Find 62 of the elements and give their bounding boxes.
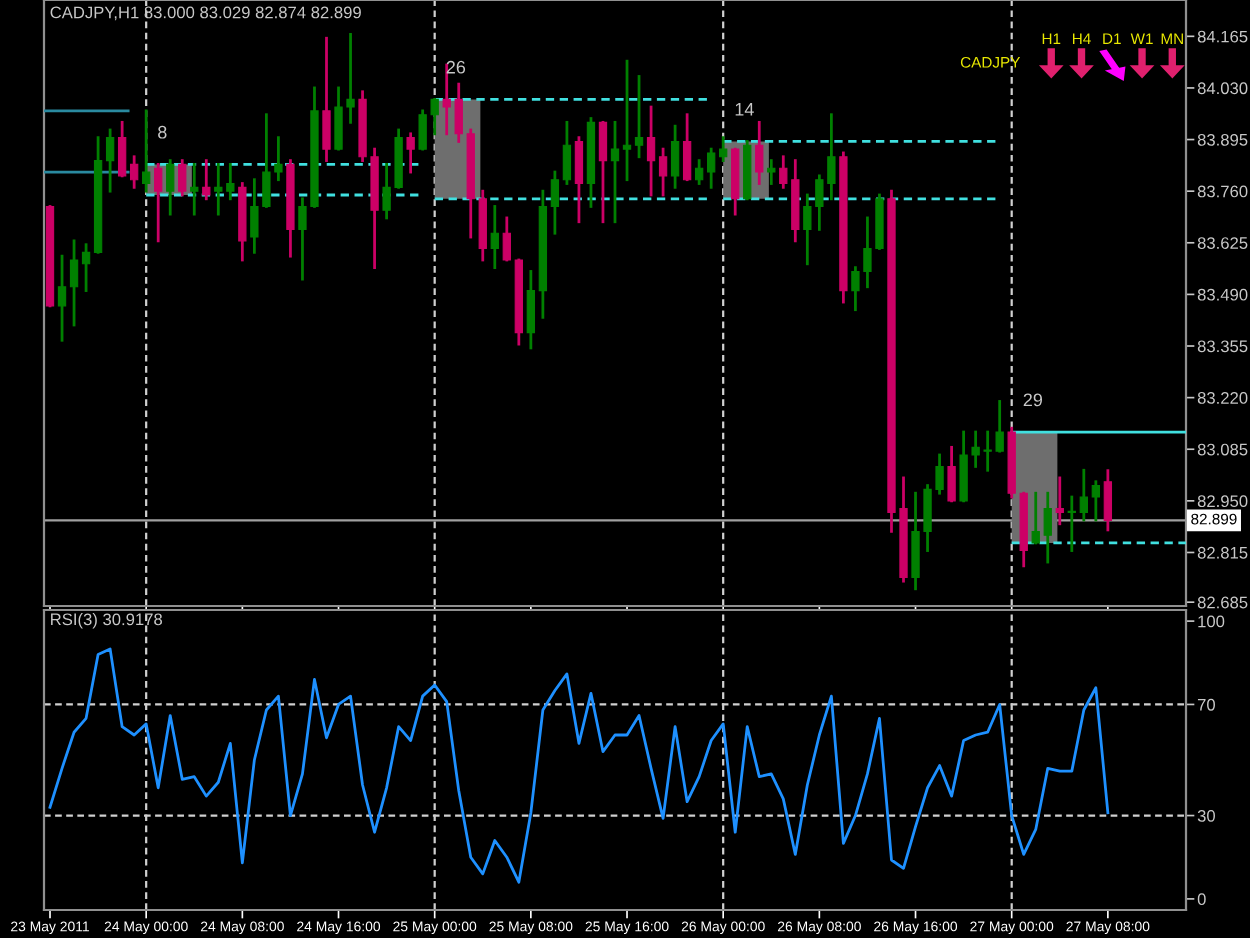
y-tick-label: 83.085 (1197, 443, 1248, 456)
candlestick (1055, 476, 1064, 526)
candlestick (622, 59, 632, 182)
candlestick (117, 120, 127, 178)
y-tick-label: 83.490 (1197, 288, 1248, 301)
candlestick (526, 270, 536, 350)
candlestick (1103, 469, 1113, 532)
candlestick (322, 36, 331, 162)
candlestick (178, 159, 187, 197)
candlestick (707, 147, 716, 189)
y-tick-label: 0 (1197, 893, 1206, 906)
y-tick-label: 82.950 (1197, 495, 1248, 508)
candlestick (670, 124, 680, 189)
candlestick (947, 445, 956, 503)
candlestick (755, 120, 764, 185)
candlestick (610, 120, 620, 224)
annotation: 29 (1023, 393, 1043, 407)
candlestick (142, 109, 151, 193)
y-tick-label: 100 (1198, 615, 1225, 628)
candlestick (682, 113, 692, 182)
candlestick (202, 159, 211, 201)
candlestick (406, 132, 415, 174)
candlestick (490, 205, 499, 270)
candlestick (190, 163, 199, 216)
candlestick (166, 159, 175, 216)
y-tick-label: 83.760 (1197, 185, 1248, 198)
candlestick (154, 163, 163, 243)
candlestick (57, 254, 67, 342)
annotation: 8 (158, 125, 167, 139)
chart-title: CADJPY,H1 83.000 83.029 82.874 82.899 (50, 6, 361, 21)
annotation: 14 (735, 103, 754, 116)
y-tick-label: 83.220 (1197, 392, 1248, 404)
candlestick (81, 243, 91, 292)
y-tick-label: 84.165 (1197, 30, 1248, 43)
candlestick (105, 128, 115, 193)
candlestick (1079, 468, 1088, 522)
candlestick (767, 159, 776, 185)
candlestick (719, 136, 728, 162)
candlestick (69, 239, 79, 327)
y-tick-label: 83.895 (1197, 133, 1248, 146)
candlestick (1091, 480, 1101, 522)
chart-title: RSI(3) 30.9178 (51, 613, 163, 629)
y-tick-label: 70 (1197, 698, 1215, 711)
candlestick (694, 159, 704, 185)
y-tick-label: 83.625 (1197, 237, 1248, 249)
candlestick (550, 170, 560, 235)
candlestick (129, 155, 139, 189)
y-tick-label: 82.815 (1197, 546, 1248, 559)
candlestick (658, 147, 668, 197)
candlestick (1031, 491, 1040, 545)
candlestick (634, 75, 644, 159)
candlestick (502, 216, 511, 262)
y-tick-label: 30 (1197, 809, 1215, 822)
y-tick-label: 82.685 (1197, 596, 1248, 609)
y-tick-label: 84.030 (1197, 82, 1248, 95)
candlestick (562, 120, 572, 185)
candlestick (1043, 491, 1052, 564)
candlestick (598, 120, 608, 224)
candlestick (646, 105, 656, 197)
candlestick (574, 136, 584, 224)
y-tick-label: 83.355 (1197, 340, 1248, 353)
line-series (48, 647, 1110, 884)
